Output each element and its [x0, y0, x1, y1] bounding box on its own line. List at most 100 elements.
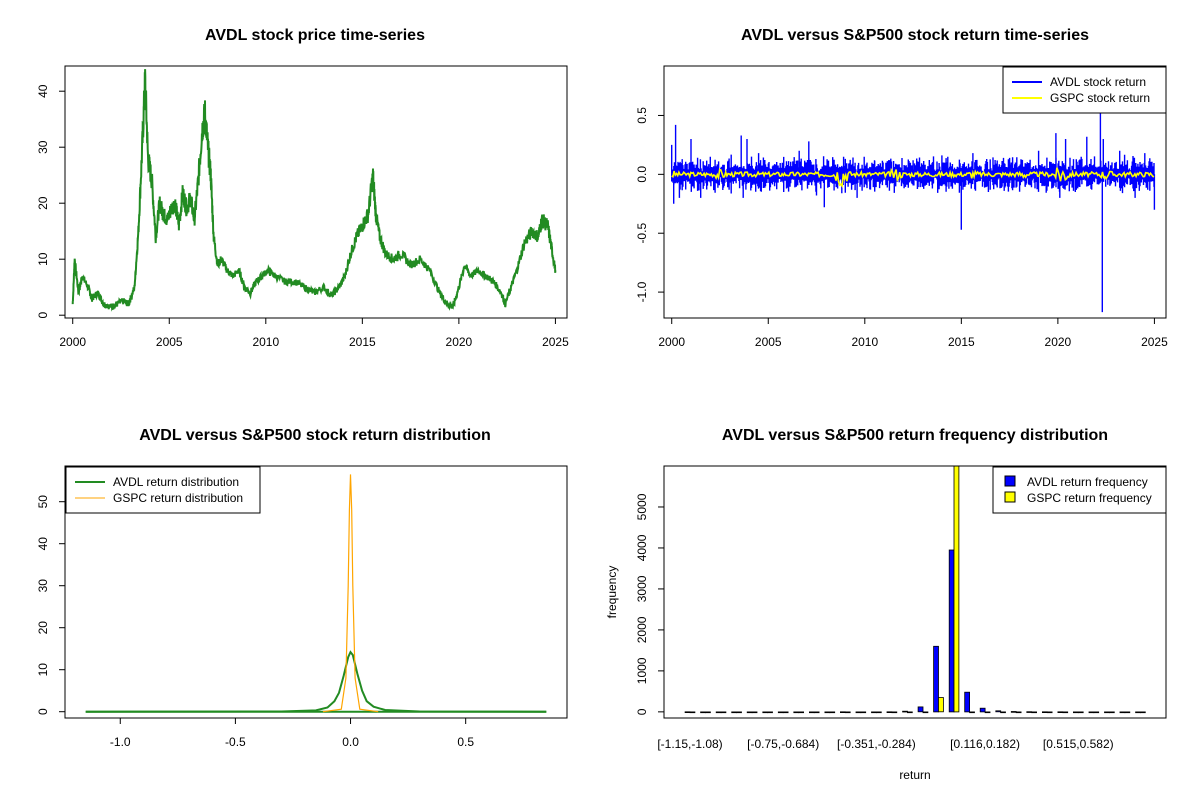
bar-avdl: [917, 706, 924, 713]
y-tick-label: 10: [36, 663, 50, 677]
gspc-return-line: [671, 167, 1155, 189]
bar-gspc: [1140, 711, 1146, 714]
bar-gspc: [953, 465, 960, 713]
bar-gspc: [689, 711, 696, 714]
x-tick-label: 2010: [851, 335, 878, 349]
bar-gspc: [969, 711, 975, 714]
returns-chart: AVDL versus S&P500 stock return time-ser…: [635, 27, 1168, 349]
frequency-legend-avdl-label: AVDL return frequency: [1027, 475, 1148, 489]
x-tick-label: 2015: [349, 335, 376, 349]
frequency-legend-gspc-label: GSPC return frequency: [1027, 491, 1152, 505]
bar-gspc: [1062, 711, 1069, 714]
bar-gspc: [751, 711, 758, 714]
bar-avdl: [1026, 711, 1033, 713]
frequency-legend-box: [992, 466, 1167, 514]
x-tick-label: 2025: [542, 335, 569, 349]
bar-gspc: [1093, 711, 1100, 714]
bar-avdl: [886, 711, 893, 713]
bar-avdl: [1073, 711, 1079, 714]
bar-gspc: [1046, 711, 1053, 714]
y-tick-label: 40: [36, 84, 50, 98]
density-legend: AVDL return distribution GSPC return dis…: [65, 466, 261, 514]
bar-avdl: [1104, 711, 1110, 714]
bar-avdl: [700, 711, 706, 714]
bar-avdl: [746, 711, 753, 714]
returns-legend-gspc-label: GSPC stock return: [1050, 91, 1150, 105]
bar-gspc: [907, 711, 913, 714]
bar-gspc: [1109, 711, 1115, 714]
bar-gspc: [938, 697, 944, 713]
density-legend-avdl-label: AVDL return distribution: [113, 475, 239, 489]
y-tick-label: 30: [36, 140, 50, 154]
x-tick-label: 2000: [658, 335, 685, 349]
y-tick-label: 0.0: [635, 166, 649, 183]
x-tick-label: 2010: [252, 335, 279, 349]
x-tick-label: [-0.75,-0.684): [747, 737, 819, 751]
y-tick-label: 0: [36, 312, 50, 319]
bar-gspc: [705, 711, 711, 714]
price-chart-title: AVDL stock price time-series: [205, 27, 425, 44]
bar-gspc: [1077, 711, 1084, 714]
returns-legend-avdl-label: AVDL stock return: [1050, 75, 1146, 89]
bar-gspc: [1000, 711, 1006, 714]
y-tick-label: -1.0: [635, 281, 649, 302]
x-tick-label: [0.116,0.182): [950, 737, 1020, 751]
avdl-return-line: [671, 109, 1156, 313]
density-legend-gspc-label: GSPC return distribution: [113, 491, 243, 505]
y-tick-label: 5000: [635, 493, 649, 520]
frequency-legend-gspc-swatch: [1004, 491, 1016, 503]
bar-gspc: [829, 711, 836, 714]
bar-gspc: [844, 711, 851, 714]
x-tick-label: 2005: [156, 335, 183, 349]
bar-avdl: [995, 710, 1002, 713]
returns-legend-box: [1002, 66, 1167, 114]
x-tick-label: [-1.15,-1.08): [657, 737, 722, 751]
returns-chart-title: AVDL versus S&P500 stock return time-ser…: [741, 27, 1089, 44]
y-tick-label: 50: [36, 495, 50, 509]
bar-avdl: [824, 711, 831, 714]
bar-avdl: [948, 549, 955, 713]
bar-gspc: [720, 711, 727, 714]
bar-gspc: [891, 711, 898, 714]
density-chart: AVDL versus S&P500 stock return distribu…: [36, 427, 568, 749]
frequency-y-axis-label: frequency: [605, 566, 619, 619]
x-tick-label: 2020: [1045, 335, 1072, 349]
x-tick-label: 0.5: [457, 735, 474, 749]
y-tick-label: 40: [36, 537, 50, 551]
bar-gspc: [798, 711, 805, 714]
y-tick-label: 3000: [635, 575, 649, 602]
bar-gspc: [736, 711, 742, 714]
y-tick-label: 20: [36, 196, 50, 210]
bar-gspc: [813, 711, 820, 714]
bar-avdl: [1010, 711, 1017, 713]
bar-avdl: [1042, 711, 1048, 713]
y-tick-label: 0.5: [635, 107, 649, 124]
x-tick-label: 2025: [1141, 335, 1168, 349]
y-tick-label: -0.5: [635, 223, 649, 244]
bar-gspc: [876, 711, 882, 714]
bar-avdl: [715, 711, 722, 714]
x-tick-label: -0.5: [225, 735, 246, 749]
bar-gspc: [984, 711, 991, 714]
bar-gspc: [922, 711, 929, 714]
bar-gspc: [1124, 711, 1131, 714]
y-tick-label: 2000: [635, 616, 649, 643]
x-tick-label: -1.0: [110, 735, 131, 749]
bar-avdl: [731, 711, 738, 714]
bar-avdl: [762, 711, 769, 714]
y-tick-label: 4000: [635, 534, 649, 561]
bar-avdl: [809, 711, 815, 714]
bar-gspc: [767, 711, 773, 714]
bar-avdl: [933, 645, 939, 713]
frequency-legend-avdl-swatch: [1004, 475, 1016, 487]
x-tick-label: [0.515,0.582): [1043, 737, 1114, 751]
bar-avdl: [1088, 711, 1095, 714]
y-tick-label: 30: [36, 579, 50, 593]
frequency-chart-title: AVDL versus S&P500 return frequency dist…: [722, 427, 1108, 444]
gspc-density-line: [322, 474, 379, 713]
bar-gspc: [860, 711, 867, 714]
y-tick-label: 0: [36, 708, 50, 715]
bar-avdl: [1119, 711, 1126, 714]
bar-avdl: [902, 710, 908, 713]
frequency-x-axis-label: return: [899, 768, 930, 782]
